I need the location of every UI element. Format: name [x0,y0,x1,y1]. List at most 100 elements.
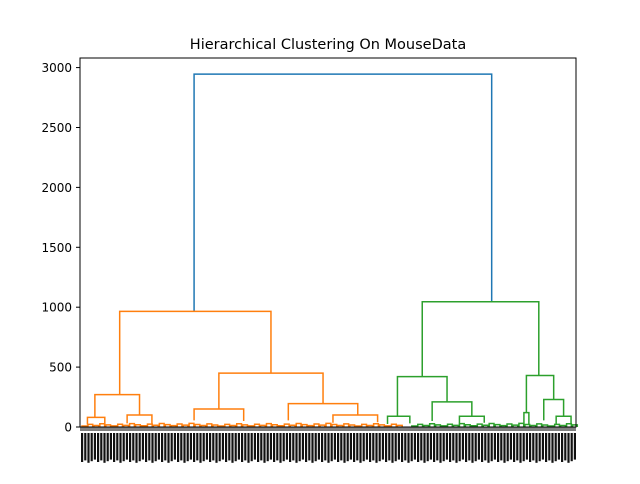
dendrogram-leaf-link [235,423,243,427]
leaf-tick-label [87,433,90,463]
leaf-tick-label [170,433,173,462]
leaf-tick-label [548,433,551,461]
leaf-tick-label [353,433,356,462]
leaf-tick-label [164,433,167,461]
leaf-tick-label [122,433,125,462]
leaf-tick-label [129,433,132,462]
leaf-tick-label [253,433,256,460]
leaf-tick-label [157,433,160,460]
leaf-tick-label [452,433,455,461]
leaf-tick-label [407,433,410,463]
dendrogram-leaf-link [384,425,392,427]
leaf-tick-label [81,433,84,462]
leaf-tick-label [349,433,352,460]
leaf-tick-label [545,433,548,462]
leaf-tick-label [285,433,288,460]
leaf-tick-label [228,433,231,461]
leaf-tick-label [465,433,468,462]
dendrogram-leaf-link [518,422,525,427]
leaf-tick-label [436,433,439,461]
leaf-tick-label [375,433,378,463]
leaf-tick-label [394,433,397,462]
dendrogram-leaf-link [428,423,436,427]
leaf-tick-label [301,433,304,460]
dendrogram-leaf-link [105,424,112,427]
dendrogram-leaf-link [283,423,290,427]
leaf-tick-label [429,433,432,460]
dendrogram-leaf-link [289,424,296,427]
leaf-tick-label [468,433,471,461]
leaf-tick-label [388,433,391,461]
dendrogram-leaf-link [253,423,261,427]
leaf-tick-label [196,433,199,461]
leaf-tick-label [189,433,192,460]
leaf-tick-label [247,433,250,463]
leaf-tick-label [138,433,141,462]
dendrogram-link-cluster_2 [386,415,411,425]
leaf-tick-label [250,433,253,462]
leaf-tick-label [423,433,426,463]
dendrogram-leaf-link [553,423,561,427]
dendrogram-leaf-link [87,423,94,427]
dendrogram-link-cluster_2 [396,375,448,417]
leaf-tick-label [125,433,128,460]
leaf-tick-label [260,433,263,461]
leaf-tick-label [413,433,416,460]
leaf-tick-labels [80,427,576,463]
leaf-tick-label [461,433,464,460]
dendrogram-leaf-link [349,424,356,427]
leaf-tick-label [276,433,279,461]
y-tick-label: 500 [49,361,72,375]
dendrogram-leaf-link [500,424,507,427]
dendrogram-leaf-link [319,424,326,427]
leaf-tick-label [202,433,205,462]
leaf-tick-label [509,433,512,460]
dendrogram-leaf-link [482,424,489,427]
y-tick-label: 1500 [41,241,72,255]
leaf-tick-label [295,433,298,463]
leaf-tick-label [90,433,93,462]
leaf-tick-label [365,433,368,460]
leaf-tick-label [567,433,570,463]
leaf-tick-label [193,433,196,462]
leaf-tick-label [106,433,109,462]
leaf-tick-label [484,433,487,461]
y-tick-label: 1000 [41,301,72,315]
leaf-tick-label [177,433,180,462]
leaf-tick-label [199,433,202,463]
dendrogram-leaf-link [325,422,332,427]
dendrogram-link-cluster_1 [126,414,153,425]
leaf-tick-label [346,433,349,462]
leaf-tick-label [298,433,301,462]
leaf-tick-label [506,433,509,462]
leaf-tick-label [541,433,544,460]
dendrogram-link-cluster_1 [218,372,324,410]
plot-frame [79,57,577,428]
dendrogram-leaf-link [277,425,284,427]
dendrogram-leaf-link [182,424,189,427]
leaf-tick-label [141,433,144,460]
leaf-tick-label [535,433,538,463]
dendrogram-leaf-link [565,423,573,427]
leaf-tick-label [218,433,221,462]
y-tick-label: 3000 [41,61,72,75]
dendrogram-leaf-link [506,423,513,427]
dendrogram-leaf-link [434,424,442,427]
dendrogram-link-cluster_2 [555,415,572,425]
dendrogram-leaf-link [265,422,273,427]
leaf-tick-label [493,433,496,460]
leaf-tick-label [180,433,183,461]
leaf-tick-label [513,433,516,462]
dendrogram-leaf-link [337,424,344,427]
dendrogram-leaf-link [378,424,386,427]
leaf-tick-label [132,433,135,461]
leaf-tick-label [369,433,372,462]
leaf-tick-label [167,433,170,463]
leaf-tick-label [317,433,320,460]
leaf-tick-label [234,433,237,462]
dendrogram-leaf-link [241,424,249,427]
leaf-tick-label [551,433,554,463]
leaf-tick-label [481,433,484,462]
